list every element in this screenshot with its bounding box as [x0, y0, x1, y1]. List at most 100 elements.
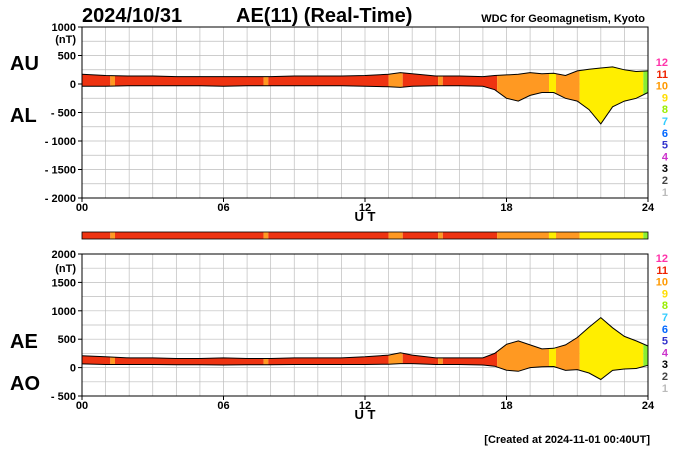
y-unit-bottom: (nT): [55, 263, 76, 275]
y-tick-label: - 1500: [45, 165, 76, 177]
y-tick-label: 500: [58, 51, 76, 63]
y-tick-label: 500: [58, 334, 76, 346]
series-label-ao: AO: [10, 373, 40, 395]
activity-scale-label: 12: [656, 253, 668, 265]
activity-scale-label: 1: [662, 187, 668, 199]
activity-scale-label: 8: [662, 300, 668, 312]
series-label-al: AL: [10, 105, 37, 127]
area-fill-segment: [549, 347, 556, 368]
area-fill-segment: [82, 355, 111, 365]
activity-bar-segment: [115, 232, 264, 239]
activity-scale-label: 8: [662, 104, 668, 116]
activity-bar-segment: [548, 232, 557, 239]
header-date: 2024/10/31: [82, 5, 182, 27]
area-fill-segment: [110, 75, 115, 87]
activity-bar-segment: [442, 232, 498, 239]
x-tick-label: 12: [359, 202, 371, 214]
activity-scale-label: 10: [656, 277, 668, 289]
x-tick-label: 24: [642, 202, 655, 214]
area-fill-segment: [438, 76, 443, 86]
y-tick-label: - 500: [51, 391, 76, 403]
activity-scale-label: 12: [656, 57, 668, 69]
series-label-ae: AE: [10, 331, 38, 353]
footer-created: [Created at 2024-11-01 00:40UT]: [484, 434, 650, 446]
activity-scale-label: 3: [662, 163, 668, 175]
area-fill-segment: [82, 74, 111, 87]
activity-scale-label: 9: [662, 92, 668, 104]
activity-scale-label: 3: [662, 359, 668, 371]
area-fill-segment: [579, 317, 644, 380]
activity-scale-label: 2: [662, 175, 668, 187]
area-fill-segment: [263, 76, 269, 86]
x-tick-label: 00: [76, 400, 88, 412]
area-fill-segment: [438, 357, 443, 365]
activity-bar-segment: [497, 232, 549, 239]
activity-scale-label: 6: [662, 128, 668, 140]
area-fill-segment: [643, 70, 648, 95]
x-tick-label: 00: [76, 202, 88, 214]
area-fill-segment: [402, 72, 439, 88]
y-tick-label: - 2000: [45, 193, 76, 205]
area-fill-segment: [402, 353, 439, 365]
activity-scale-label: 6: [662, 324, 668, 336]
activity-scale-label: 1: [662, 383, 668, 395]
activity-bar-segment: [556, 232, 580, 239]
area-fill-segment: [442, 351, 498, 367]
x-tick-label: 06: [217, 400, 229, 412]
activity-bar-segment: [388, 232, 403, 239]
activity-scale-label: 5: [662, 140, 668, 152]
area-fill-segment: [388, 72, 403, 88]
series-line-ae: [81, 316, 649, 359]
x-tick-label: 18: [500, 202, 512, 214]
x-tick-label: 12: [359, 400, 371, 412]
y-tick-label: 2000: [52, 249, 76, 261]
x-axis-label: U T: [355, 209, 376, 224]
y-tick-label: 0: [70, 363, 76, 375]
activity-bar-segment: [110, 232, 116, 239]
series-label-au: AU: [10, 53, 39, 75]
area-fill-segment: [388, 352, 403, 365]
activity-scale-label: 2: [662, 371, 668, 383]
activity-bar-segment: [268, 232, 389, 239]
y-tick-label: 0: [70, 79, 76, 91]
activity-scale-label: 11: [656, 69, 668, 81]
area-fill-segment: [556, 335, 580, 371]
header-source: WDC for Geomagnetism, Kyoto: [481, 13, 645, 25]
series-line-au: [81, 66, 649, 78]
series-line-al: [82, 85, 649, 125]
activity-bar-segment: [579, 232, 644, 239]
area-fill-segment: [497, 340, 549, 372]
x-tick-label: 06: [217, 202, 229, 214]
x-axis-label: U T: [355, 407, 376, 422]
activity-scale-label: 10: [656, 81, 668, 93]
activity-scale-label: 7: [662, 116, 668, 128]
x-tick-label: 24: [642, 400, 655, 412]
area-fill-segment: [579, 66, 644, 124]
activity-bar-segment: [263, 232, 269, 239]
y-tick-label: - 1000: [45, 136, 76, 148]
activity-bar-frame: [81, 231, 649, 240]
y-tick-label: 1500: [52, 277, 76, 289]
activity-scale-label: 4: [662, 347, 669, 359]
activity-scale-label: 11: [656, 265, 668, 277]
y-tick-label: 1000: [52, 306, 76, 318]
y-tick-label: - 500: [51, 108, 76, 120]
area-fill-segment: [268, 74, 389, 87]
area-fill-segment: [497, 72, 549, 102]
activity-scale-label: 7: [662, 312, 668, 324]
y-tick-label: 1000: [52, 22, 76, 34]
area-fill-segment: [556, 70, 580, 103]
header-title: AE(11) (Real-Time): [236, 5, 412, 27]
activity-bar-segment: [643, 232, 648, 239]
area-fill-segment: [115, 357, 264, 365]
area-fill-segment: [643, 344, 648, 367]
activity-bar: [81, 231, 649, 240]
area-fill-segment: [442, 75, 498, 92]
activity-scale-label: 9: [662, 288, 668, 300]
area-fill-segment: [263, 358, 269, 365]
x-tick-label: 18: [500, 400, 512, 412]
area-fill-segment: [115, 75, 264, 87]
activity-scale-label: 5: [662, 336, 668, 348]
